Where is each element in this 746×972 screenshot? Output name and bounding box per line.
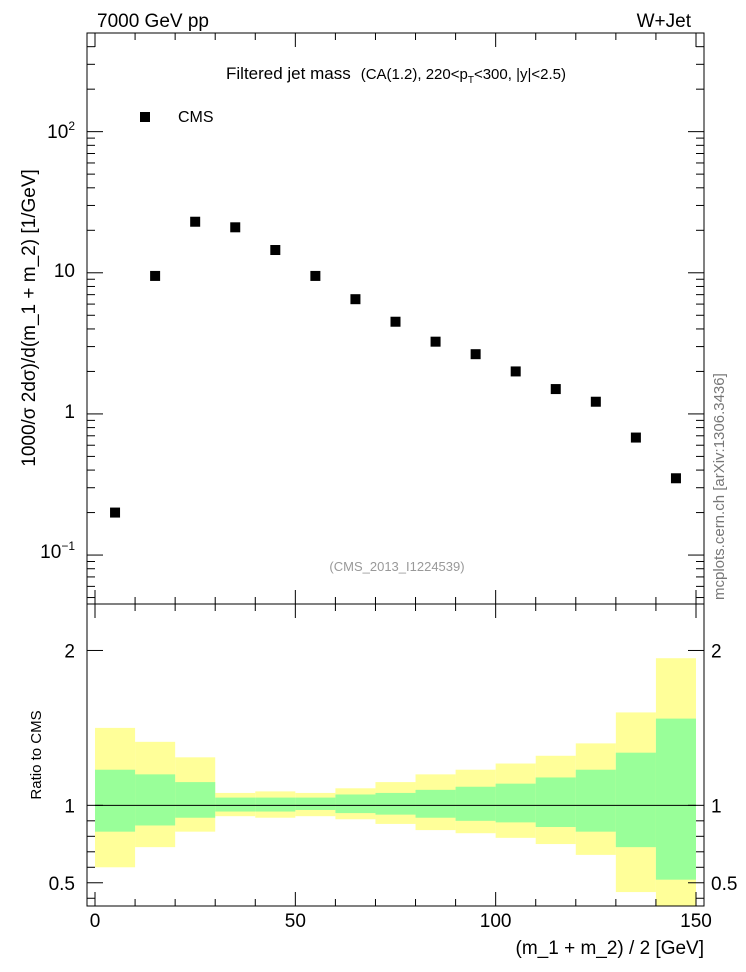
- data-point-1: [150, 270, 161, 281]
- chart-title-main: Filtered jet mass: [226, 64, 351, 83]
- ratio-band-1-bin-12: [575, 769, 616, 832]
- data-point-2: [190, 216, 201, 227]
- ratio-panel-frame: [86, 603, 705, 907]
- ratio-band-1-bin-5: [295, 797, 336, 810]
- xtick-label-0: 0: [90, 911, 101, 932]
- header-right: W+Jet: [637, 11, 692, 32]
- legend-entry-cms: CMS: [178, 109, 214, 126]
- ratio-band-1-bin-10: [495, 783, 536, 823]
- side-label: mcplots.cern.ch [arXiv:1306.3436]: [711, 373, 728, 600]
- ratio-band-1-bin-4: [255, 797, 296, 812]
- data-point-3: [230, 222, 241, 233]
- data-point-14: [670, 473, 681, 484]
- chart-title: Filtered jet mass (CA(1.2), 220<pT<300, |…: [226, 64, 566, 86]
- xtick-label-100: 100: [480, 911, 512, 932]
- ratio-band-1-bin-9: [455, 786, 496, 821]
- watermark: (CMS_2013_I1224539): [329, 559, 464, 574]
- main-ytick-label-0.1: 10−1: [40, 539, 75, 563]
- ratio-ytick-label-right-0.5: 0.5: [711, 874, 737, 895]
- data-point-11: [550, 384, 561, 395]
- ratio-ytick-label-right-2: 2: [711, 641, 722, 662]
- axis-ticks: [87, 32, 704, 906]
- xtick-label-150: 150: [680, 911, 712, 932]
- ratio-ytick-label-left-2: 2: [64, 641, 75, 662]
- data-point-0: [110, 507, 121, 518]
- xtick-label-50: 50: [285, 911, 306, 932]
- main-ylabel: 1000/σ 2dσ)/d(m_1 + m_2) [1/GeV]: [19, 169, 40, 467]
- xlabel: (m_1 + m_2) / 2 [GeV]: [516, 938, 705, 959]
- data-point-8: [430, 336, 441, 347]
- data-markers: [110, 216, 681, 518]
- ratio-ytick-labels: 0.5 0.5 1 1 2 2: [49, 641, 738, 894]
- data-point-12: [590, 396, 601, 407]
- main-ytick-label-1: 1: [64, 402, 75, 423]
- data-point-4: [270, 245, 281, 256]
- ratio-band-1-bin-0: [95, 769, 136, 832]
- ratio-band-1-bin-6: [335, 794, 376, 814]
- ratio-band-1-bin-11: [535, 777, 576, 828]
- header-left: 7000 GeV pp: [97, 11, 209, 32]
- chart-title-detail-b: <300, |y|<2.5): [474, 66, 566, 83]
- data-point-9: [470, 349, 481, 360]
- legend-marker: [140, 112, 150, 122]
- xtick-labels: 0 50 100 150: [90, 911, 712, 932]
- ratio-band-1-bin-3: [215, 797, 256, 812]
- ratio-band-1-bin-1: [135, 774, 176, 826]
- data-point-5: [310, 270, 321, 281]
- ratio-ylabel: Ratio to CMS: [28, 710, 45, 799]
- ratio-ytick-label-left-1: 1: [64, 796, 75, 817]
- data-point-6: [350, 294, 361, 305]
- ratio-band-1-bin-2: [175, 782, 216, 818]
- chart-title-detail-sub: T: [468, 75, 474, 86]
- data-point-10: [510, 366, 521, 377]
- ratio-band-1-bin-7: [375, 792, 416, 815]
- main-ytick-label-100: 102: [47, 119, 75, 143]
- ratio-ytick-label-left-0.5: 0.5: [49, 874, 75, 895]
- data-point-7: [390, 316, 401, 327]
- ratio-band-1-bin-13: [615, 752, 656, 848]
- chart-title-detail-a: (CA(1.2), 220<p: [361, 66, 468, 83]
- data-point-13: [630, 432, 641, 443]
- legend: CMS: [140, 109, 214, 126]
- main-ytick-label-10: 10: [54, 261, 75, 282]
- ratio-band-1-bin-8: [415, 789, 456, 818]
- ratio-bands: [95, 658, 696, 906]
- ratio-ytick-label-right-1: 1: [711, 796, 722, 817]
- ratio-band-1-bin-14: [655, 718, 696, 880]
